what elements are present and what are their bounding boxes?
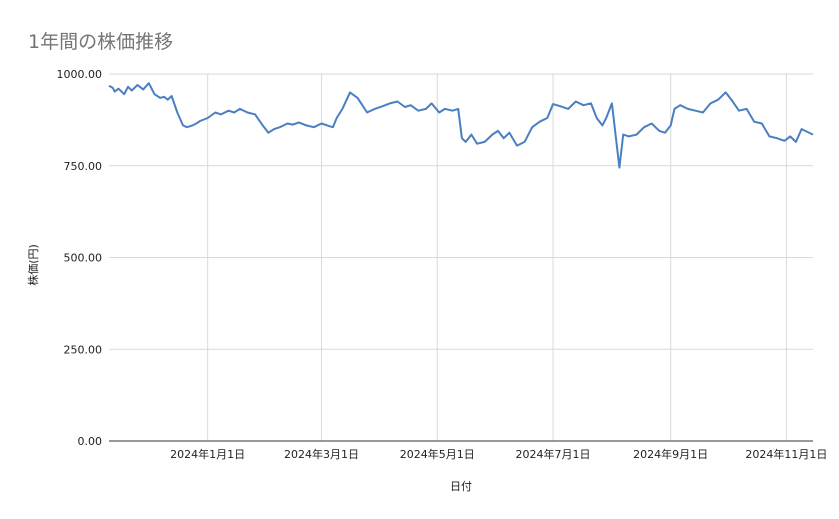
y-tick-label: 500.00 bbox=[64, 252, 103, 265]
y-axis-title: 株価(円) bbox=[26, 244, 40, 286]
x-tick-label: 2024年11月1日 bbox=[745, 447, 827, 461]
x-tick-labels: 2024年1月1日 2024年3月1日 2024年5月1日 2024年7月1日 2024… bbox=[170, 447, 827, 461]
chart-title: 1年間の株価推移 bbox=[28, 31, 174, 53]
x-tick-label: 2024年1月1日 bbox=[170, 447, 245, 461]
x-tick-label: 2024年7月1日 bbox=[516, 447, 591, 461]
y-tick-label: 1000.00 bbox=[57, 68, 103, 81]
y-tick-label: 750.00 bbox=[64, 160, 103, 173]
series-line bbox=[108, 82, 814, 169]
y-tick-label: 0.00 bbox=[78, 435, 103, 448]
grid-lines bbox=[109, 73, 813, 441]
x-tick-label: 2024年5月1日 bbox=[400, 447, 475, 461]
x-tick-label: 2024年9月1日 bbox=[633, 447, 708, 461]
y-tick-labels: 0.00 250.00 500.00 750.00 1000.00 bbox=[57, 68, 103, 448]
y-tick-label: 250.00 bbox=[64, 343, 103, 356]
x-axis-title: 日付 bbox=[450, 480, 472, 493]
x-tick-label: 2024年3月1日 bbox=[284, 447, 359, 461]
